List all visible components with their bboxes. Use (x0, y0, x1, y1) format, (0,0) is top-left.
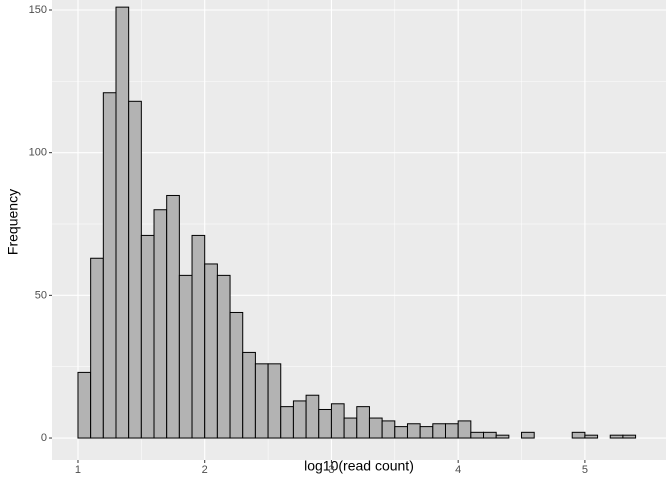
y-tick-label: 0 (41, 432, 47, 444)
bar (280, 406, 294, 439)
bar (90, 257, 104, 439)
bar (483, 431, 497, 439)
bar (356, 406, 370, 439)
bar (381, 420, 396, 439)
bar (305, 394, 320, 439)
bar (343, 417, 358, 439)
x-tick-label: 1 (75, 464, 81, 476)
y-axis-title: Frequency (5, 189, 21, 255)
y-tick-label: 150 (29, 4, 47, 16)
x-tick-label: 4 (455, 464, 461, 476)
bar (609, 434, 624, 439)
bar (140, 234, 155, 439)
bar (77, 371, 92, 439)
bar (178, 274, 193, 439)
bar (495, 434, 510, 439)
bar (394, 426, 408, 439)
x-tick-label: 5 (582, 464, 588, 476)
bar (115, 6, 130, 439)
bar (444, 423, 459, 439)
bar (584, 434, 599, 439)
bar (166, 194, 180, 439)
bar (622, 434, 637, 439)
bar (521, 431, 535, 439)
bar (571, 431, 586, 439)
bar (470, 431, 485, 439)
y-tick-label: 100 (29, 147, 47, 159)
bar (368, 417, 383, 439)
bar (191, 234, 206, 439)
bar (330, 403, 345, 439)
x-tick-label: 3 (328, 464, 334, 476)
bar (229, 311, 244, 439)
x-axis-title: log10(read count) (304, 458, 414, 474)
bar (292, 400, 307, 439)
bar (457, 420, 472, 439)
x-tick-label: 2 (202, 464, 208, 476)
bar (102, 92, 117, 439)
bar (128, 100, 142, 439)
bar (204, 263, 218, 439)
bar (432, 423, 446, 439)
bar (406, 423, 421, 439)
bar (419, 426, 434, 439)
bar (267, 363, 282, 439)
bar (254, 363, 269, 439)
bar (242, 351, 256, 439)
bar (153, 209, 168, 439)
bar (318, 408, 332, 439)
y-tick-label: 50 (35, 289, 47, 301)
bar (216, 274, 231, 439)
